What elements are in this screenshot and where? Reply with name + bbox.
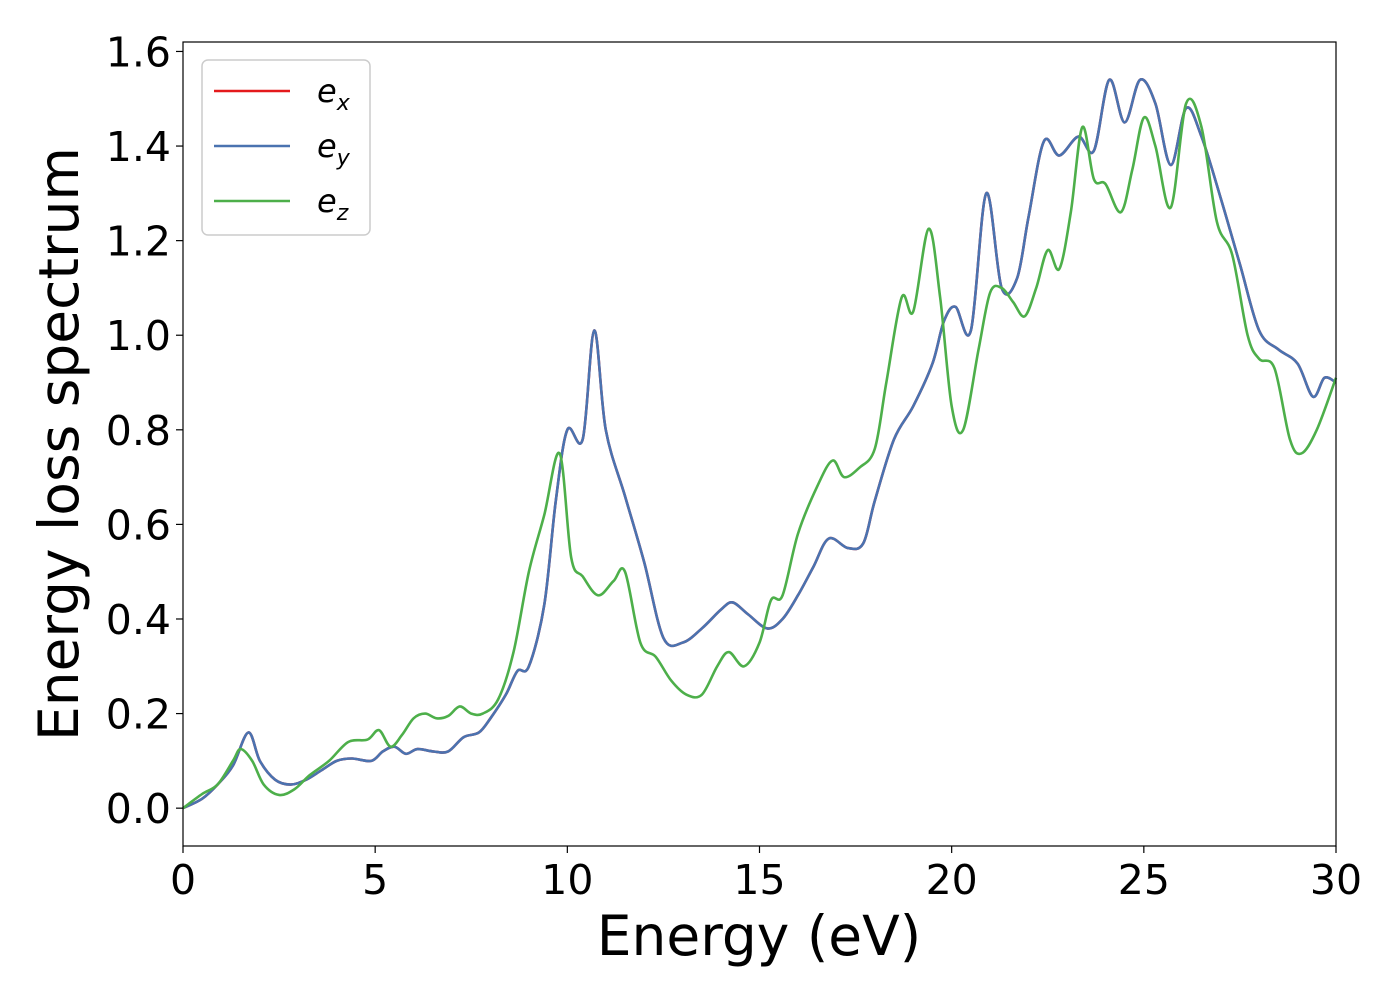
y-tick-label: 0.6 xyxy=(106,501,171,549)
y-tick-label: 1.4 xyxy=(106,123,171,171)
series-line-ez xyxy=(182,97,1338,810)
x-tick-label: 5 xyxy=(362,856,388,904)
legend-label-main: e xyxy=(317,182,337,220)
x-axis-ticks: 0 5 10 15 20 25 30 xyxy=(170,846,1362,904)
y-tick-label: 0.8 xyxy=(106,407,171,455)
x-tick-label: 30 xyxy=(1310,856,1362,904)
x-tick-label: 25 xyxy=(1118,856,1170,904)
x-axis-label: Energy (eV) xyxy=(597,904,921,968)
x-tick-label: 15 xyxy=(733,856,785,904)
y-tick-label: 0.0 xyxy=(106,785,171,833)
y-tick-label: 0.2 xyxy=(106,691,171,739)
y-axis-label: Energy loss spectrum xyxy=(27,147,91,741)
legend-label-subscript: x xyxy=(336,91,351,116)
series-line-ey xyxy=(182,78,1337,810)
legend-box xyxy=(201,59,371,236)
legend-label-main: e xyxy=(317,72,337,110)
y-tick-label: 1.2 xyxy=(106,218,171,266)
legend-label-ey: ey xyxy=(317,127,351,171)
y-tick-label: 1.0 xyxy=(106,312,171,360)
x-tick-label: 0 xyxy=(170,856,196,904)
legend-label-subscript: z xyxy=(336,201,349,226)
legend-label-ez: ez xyxy=(317,182,349,226)
y-tick-label: 1.6 xyxy=(106,28,171,76)
plot-background xyxy=(183,42,1336,846)
x-tick-label: 10 xyxy=(541,856,593,904)
legend-label-subscript: y xyxy=(336,146,351,171)
series-layer xyxy=(182,78,1338,810)
legend-label-main: e xyxy=(317,127,337,165)
y-axis-ticks: 0.0 0.2 0.4 0.6 0.8 1.0 1.2 1.4 1.6 xyxy=(106,28,183,833)
legend-label-ex: ex xyxy=(317,72,351,116)
x-tick-label: 20 xyxy=(926,856,978,904)
y-tick-label: 0.4 xyxy=(106,596,171,644)
